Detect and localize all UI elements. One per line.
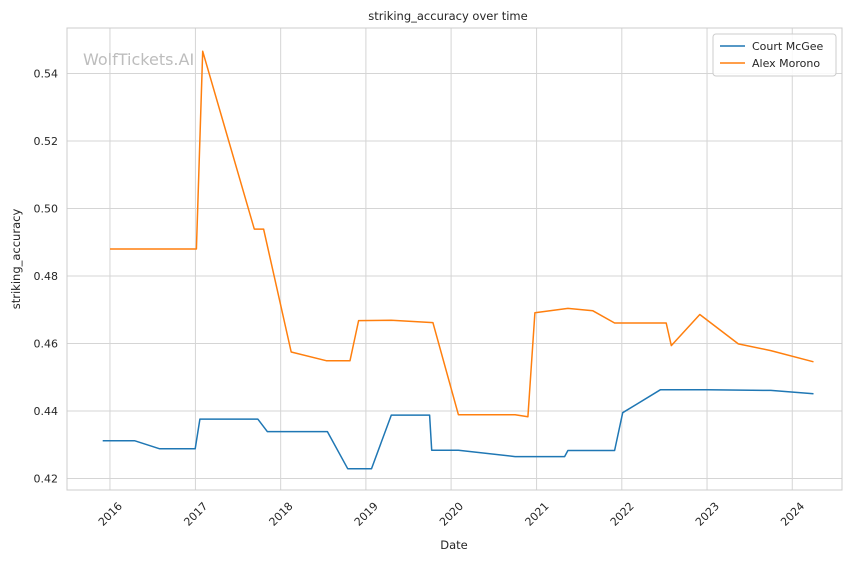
chart-title: striking_accuracy over time xyxy=(368,9,527,23)
y-axis-ticks: 0.42 0.44 0.46 0.48 0.50 0.52 0.54 xyxy=(34,68,59,486)
plot-frame xyxy=(66,27,843,491)
x-axis-ticks: 2016 2017 2018 2019 2020 2021 2022 2023 2024 xyxy=(96,500,807,529)
legend: Court McGee Alex Morono xyxy=(712,33,837,77)
legend-label: Alex Morono xyxy=(752,57,820,70)
watermark-text: WolfTickets.AI xyxy=(83,50,194,69)
x-tick-label: 2021 xyxy=(523,500,552,529)
y-tick-label: 0.52 xyxy=(34,135,59,148)
legend-label: Court McGee xyxy=(752,40,824,53)
series-lines xyxy=(102,50,814,470)
y-tick-label: 0.54 xyxy=(34,68,59,81)
x-tick-label: 2018 xyxy=(267,500,296,529)
y-axis-label: striking_accuracy xyxy=(9,209,23,310)
x-tick-label: 2022 xyxy=(608,500,637,529)
y-tick-label: 0.42 xyxy=(34,473,59,486)
y-tick-label: 0.46 xyxy=(34,338,59,351)
x-tick-label: 2016 xyxy=(96,500,125,529)
y-tick-label: 0.48 xyxy=(34,270,59,283)
x-tick-label: 2019 xyxy=(352,500,381,529)
x-tick-label: 2024 xyxy=(778,500,807,529)
x-tick-label: 2017 xyxy=(181,500,210,529)
y-tick-label: 0.50 xyxy=(34,203,59,216)
series-line-1 xyxy=(102,389,814,470)
x-tick-label: 2023 xyxy=(693,500,722,529)
x-axis-label: Date xyxy=(440,538,468,552)
series-line-2 xyxy=(110,50,814,418)
x-tick-label: 2020 xyxy=(437,500,466,529)
y-tick-label: 0.44 xyxy=(34,405,59,418)
grid-lines xyxy=(67,28,842,490)
legend-box xyxy=(712,33,837,77)
